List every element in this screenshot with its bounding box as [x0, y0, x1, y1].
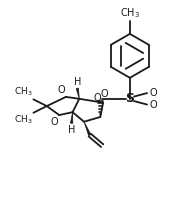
Text: O: O — [57, 85, 65, 95]
Polygon shape — [76, 88, 79, 99]
Polygon shape — [70, 112, 73, 123]
Text: H: H — [68, 125, 75, 135]
Polygon shape — [84, 122, 91, 136]
Text: S: S — [125, 92, 134, 105]
Text: H: H — [74, 77, 81, 87]
Text: CH$_3$: CH$_3$ — [14, 86, 32, 99]
Text: O: O — [150, 100, 158, 110]
Text: CH$_3$: CH$_3$ — [120, 6, 140, 20]
Text: O: O — [100, 89, 108, 99]
Text: CH$_3$: CH$_3$ — [14, 114, 32, 126]
Text: O: O — [150, 88, 158, 98]
Text: O: O — [94, 93, 101, 103]
Text: O: O — [51, 117, 58, 127]
